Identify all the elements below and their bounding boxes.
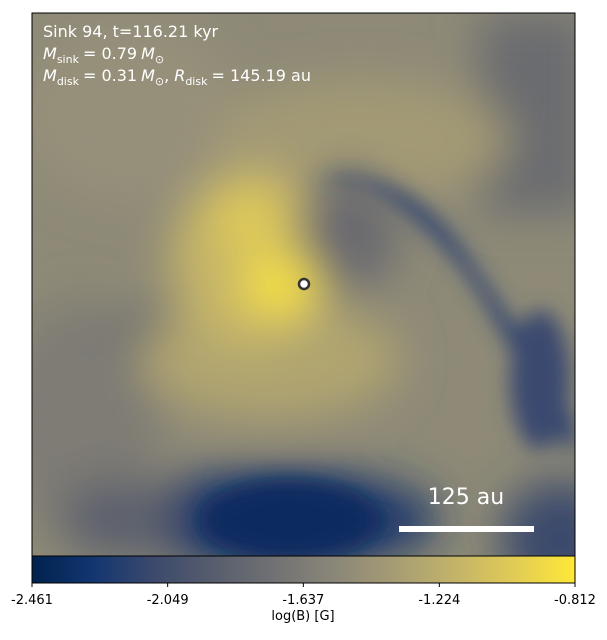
symbol: M [43, 66, 57, 85]
colorbar-tick-label: -0.812 [554, 593, 596, 608]
separator: , [164, 66, 169, 85]
subscript: disk [185, 75, 208, 88]
colorbar-tick-label: -1.224 [418, 593, 460, 608]
symbol: R [174, 66, 185, 85]
scale-bar [399, 526, 534, 532]
subscript: ⊙ [155, 53, 164, 66]
annotation: Mdisk = 0.31 M⊙, Rdisk = 145.19 au [43, 66, 311, 88]
scale-bar-label: 125 au [428, 485, 504, 510]
annotation: Msink = 0.79 M⊙ [43, 44, 164, 66]
value: = 0.79 [83, 44, 137, 63]
symbol: M [141, 44, 155, 63]
symbol: M [43, 44, 57, 63]
subscript: ⊙ [155, 75, 164, 88]
subscript: disk [57, 75, 80, 88]
colorbar [31, 555, 576, 584]
colorbar-tick-label: -2.049 [147, 593, 189, 608]
colorbar-label: log(B) [G] [271, 609, 334, 624]
colorbar-tick-label: -2.461 [11, 593, 53, 608]
value: = 0.31 [83, 66, 137, 85]
subscript: sink [57, 53, 80, 66]
colorbar-tick-label: -1.637 [282, 593, 324, 608]
symbol: M [141, 66, 155, 85]
value: = 145.19 au [211, 66, 311, 85]
annotation: Sink 94, t=116.21 kyr [43, 22, 219, 41]
sink-marker [297, 277, 311, 291]
field-image [32, 13, 575, 556]
